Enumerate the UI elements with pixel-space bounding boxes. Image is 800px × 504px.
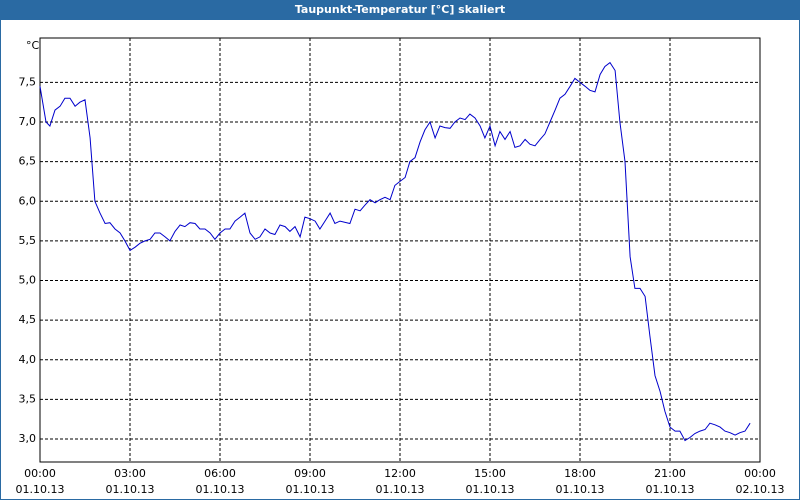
x-tick-date: 01.10.13	[376, 483, 425, 496]
x-tick-date: 01.10.13	[106, 483, 155, 496]
x-tick-date: 02.10.13	[736, 483, 785, 496]
y-axis-unit: °C	[26, 39, 40, 52]
x-tick-label: 09:00	[294, 467, 326, 480]
x-tick-date: 01.10.13	[556, 483, 605, 496]
x-tick-date: 01.10.13	[16, 483, 65, 496]
chart-title: Taupunkt-Temperatur [°C] skaliert	[295, 3, 505, 16]
x-tick-label: 18:00	[564, 467, 596, 480]
x-tick-date: 01.10.13	[646, 483, 695, 496]
x-tick-label: 21:00	[654, 467, 686, 480]
y-tick-label: 5,0	[19, 274, 37, 287]
y-tick-label: 4,0	[19, 353, 37, 366]
x-tick-date: 01.10.13	[466, 483, 515, 496]
x-tick-label: 12:00	[384, 467, 416, 480]
y-tick-label: 3,5	[19, 392, 37, 405]
x-tick-label: 00:00	[24, 467, 56, 480]
title-bar	[0, 0, 800, 20]
y-tick-label: 7,5	[19, 75, 37, 88]
y-tick-label: 4,5	[19, 313, 37, 326]
x-tick-label: 00:00	[744, 467, 776, 480]
data-line	[39, 61, 751, 442]
x-tick-date: 01.10.13	[286, 483, 335, 496]
x-tick-label: 06:00	[204, 467, 236, 480]
x-tick-label: 15:00	[474, 467, 506, 480]
y-tick-label: 7,0	[19, 115, 37, 128]
y-tick-label: 5,5	[19, 234, 37, 247]
y-tick-label: 6,5	[19, 155, 37, 168]
y-tick-label: 6,0	[19, 194, 37, 207]
x-tick-label: 03:00	[114, 467, 146, 480]
y-tick-label: 3,0	[19, 432, 37, 445]
plot-border	[39, 37, 761, 463]
x-tick-date: 01.10.13	[196, 483, 245, 496]
